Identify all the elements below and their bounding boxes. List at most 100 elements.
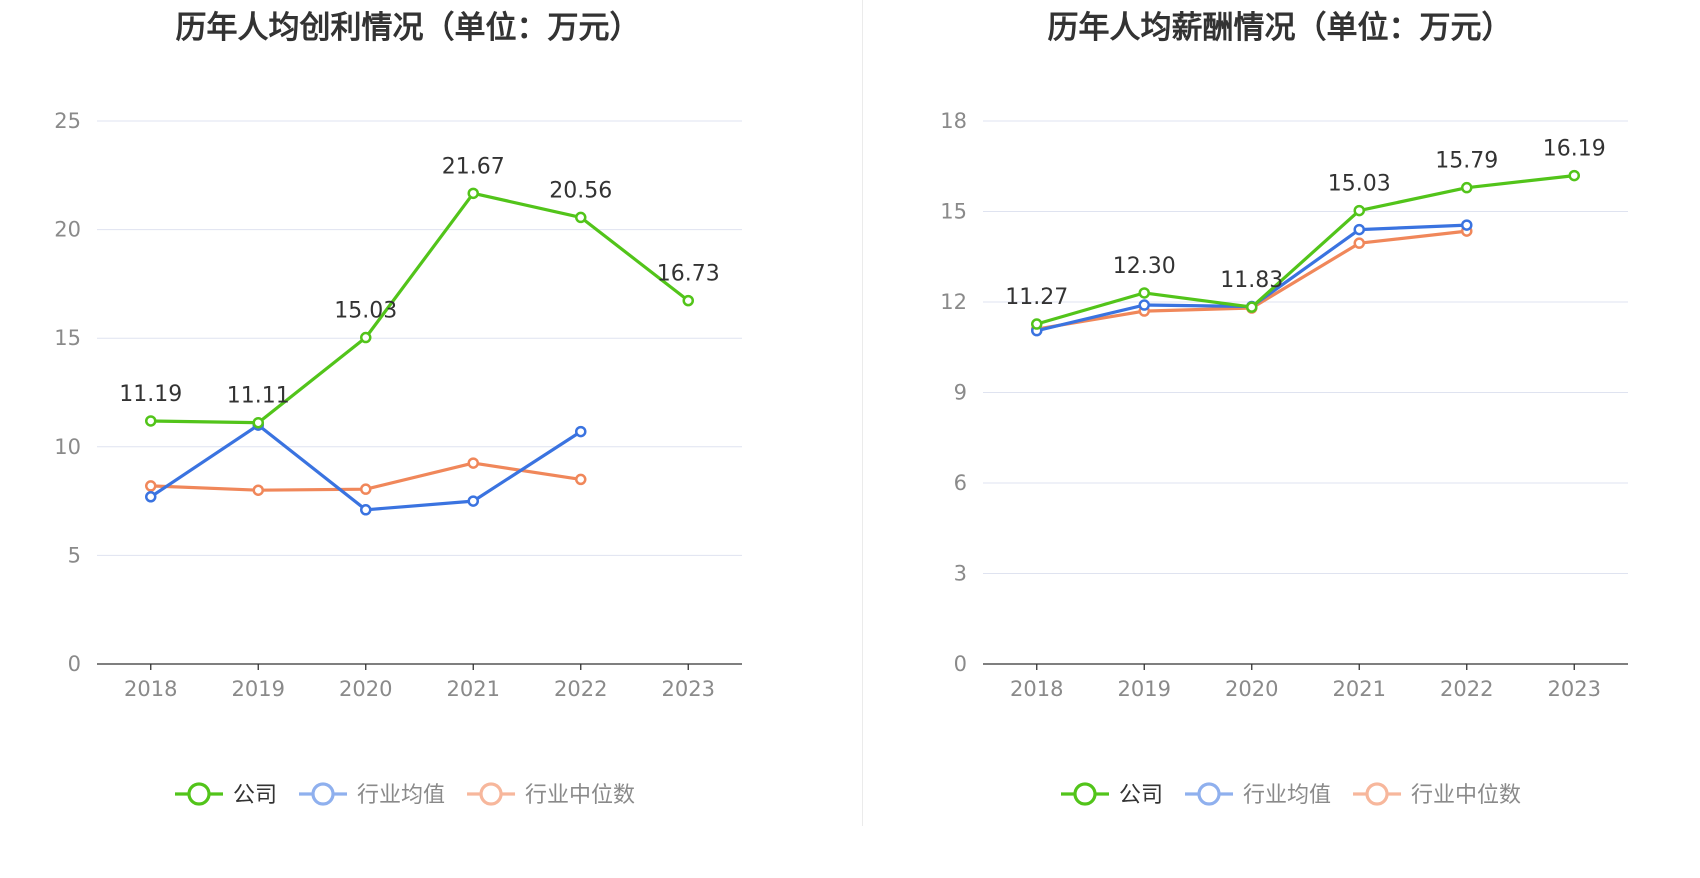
legend-label: 行业中位数	[1411, 783, 1521, 808]
data-point-company[interactable]	[1246, 301, 1258, 313]
x-tick-label: 2018	[1010, 677, 1063, 701]
legend-marker-icon	[479, 782, 503, 806]
data-point-avg[interactable]	[360, 504, 372, 516]
salary-per-capita-chart: 历年人均薪酬情况（单位：万元） 0 3 6 9 12 15 18 2018 2019 2020 20…	[940, 10, 1628, 808]
legend-item-avg[interactable]: 行业均值	[1185, 782, 1331, 808]
x-tick-label: 2023	[1548, 677, 1601, 701]
x-tick-label: 2019	[1118, 677, 1171, 701]
x-tick-label: 2020	[1225, 677, 1278, 701]
y-tick-label: 5	[68, 543, 81, 567]
panel-divider	[862, 0, 863, 826]
series-line-company	[1036, 174, 1575, 326]
data-point-company[interactable]	[1138, 287, 1150, 299]
data-label: 11.11	[227, 384, 290, 409]
data-labels: 11.27 12.30 11.83 15.03 15.79 16.19	[1005, 137, 1605, 310]
data-point-median[interactable]	[145, 480, 157, 492]
profit-per-capita-panel: 历年人均创利情况（单位：万元） 0 5 10 15 20 25 2018 2019 2020 20…	[54, 10, 742, 808]
data-label: 11.83	[1220, 268, 1283, 293]
data-label: 15.03	[334, 299, 397, 324]
y-tick-label: 20	[54, 218, 81, 242]
y-tick-label: 3	[954, 562, 967, 586]
legend-item-company[interactable]: 公司	[175, 782, 277, 808]
legend-marker-icon	[1073, 782, 1097, 806]
x-tick-label: 2018	[124, 677, 177, 701]
series-line-avg	[149, 423, 582, 512]
data-point-company[interactable]	[360, 331, 372, 344]
data-labels: 11.19 11.11 15.03 21.67 20.56 16.73	[119, 154, 719, 408]
y-tick-label: 10	[54, 435, 81, 459]
data-point-median[interactable]	[467, 457, 479, 469]
y-tick-label: 0	[954, 652, 967, 676]
data-point-company[interactable]	[252, 416, 264, 429]
data-point-median[interactable]	[1353, 237, 1365, 249]
data-point-median[interactable]	[575, 473, 587, 486]
series	[1031, 169, 1580, 337]
legend-item-company[interactable]: 公司	[1061, 782, 1163, 808]
legend: 公司 行业均值 行业中位数	[175, 782, 635, 808]
legend-marker-icon	[1197, 782, 1221, 806]
legend: 公司 行业均值 行业中位数	[1061, 782, 1521, 808]
data-point-avg[interactable]	[1138, 299, 1150, 311]
x-tick-label: 2022	[554, 677, 607, 701]
data-point-avg[interactable]	[575, 425, 587, 438]
y-tick-label: 12	[940, 290, 967, 314]
data-point-company[interactable]	[1461, 181, 1473, 194]
x-tick-label: 2020	[339, 677, 392, 701]
grid-lines	[97, 120, 742, 556]
data-label: 21.67	[442, 154, 505, 179]
y-tick-label: 25	[54, 109, 81, 133]
legend-item-avg[interactable]: 行业均值	[299, 782, 445, 808]
series-line-company	[150, 191, 690, 425]
x-tick-label: 2019	[232, 677, 285, 701]
axes: 0 3 6 9 12 15 18 2018 2019 2020 2021 2022 2023	[940, 109, 1628, 701]
y-tick-label: 15	[54, 326, 81, 350]
x-tick-label: 2022	[1440, 677, 1493, 701]
y-tick-label: 9	[954, 381, 967, 405]
legend-item-median[interactable]: 行业中位数	[1353, 782, 1521, 808]
legend-label: 公司	[233, 783, 277, 808]
legend-label: 行业均值	[357, 783, 445, 808]
salary-per-capita-panel: 历年人均薪酬情况（单位：万元） 0 3 6 9 12 15 18 2018 2019 2020 20…	[866, 0, 1700, 874]
axes: 0 5 10 15 20 25 2018 2019 2020 2021 2022 2023	[54, 109, 742, 701]
data-label: 12.30	[1113, 254, 1176, 279]
data-point-company[interactable]	[1031, 318, 1043, 330]
data-point-median[interactable]	[252, 484, 264, 496]
x-tick-label: 2021	[1333, 677, 1386, 701]
legend-marker-icon	[187, 782, 211, 806]
data-label: 11.19	[119, 382, 182, 407]
legend-marker-icon	[311, 782, 335, 806]
data-point-company[interactable]	[682, 294, 694, 307]
y-tick-label: 15	[940, 200, 967, 224]
data-label: 16.19	[1543, 137, 1606, 162]
data-point-avg[interactable]	[1353, 223, 1365, 236]
legend-label: 行业中位数	[525, 783, 635, 808]
chart-title: 历年人均创利情况（单位：万元）	[176, 10, 641, 46]
data-point-company[interactable]	[145, 415, 157, 427]
data-label: 11.27	[1005, 285, 1068, 310]
x-tick-label: 2023	[662, 677, 715, 701]
data-label: 15.03	[1328, 172, 1391, 197]
data-point-avg[interactable]	[1461, 219, 1473, 231]
data-label: 20.56	[549, 178, 612, 203]
series	[145, 187, 694, 516]
data-point-company[interactable]	[575, 211, 587, 224]
y-tick-label: 0	[68, 652, 81, 676]
data-point-median[interactable]	[360, 483, 372, 495]
data-point-company[interactable]	[467, 187, 479, 200]
legend-label: 公司	[1119, 783, 1163, 808]
y-tick-label: 18	[940, 109, 967, 133]
data-label: 15.79	[1435, 149, 1498, 174]
data-point-avg[interactable]	[145, 491, 157, 503]
data-point-company[interactable]	[1353, 204, 1365, 217]
legend-label: 行业均值	[1243, 783, 1331, 808]
profit-per-capita-chart: 历年人均创利情况（单位：万元） 0 5 10 15 20 25 2018 2019 2020 20…	[54, 10, 742, 808]
y-tick-label: 6	[954, 471, 967, 495]
legend-marker-icon	[1365, 782, 1389, 806]
legend-item-median[interactable]: 行业中位数	[467, 782, 635, 808]
data-point-company[interactable]	[1568, 169, 1580, 182]
grid-lines	[983, 120, 1628, 574]
x-tick-label: 2021	[447, 677, 500, 701]
data-point-avg[interactable]	[467, 495, 479, 507]
data-label: 16.73	[657, 262, 720, 287]
